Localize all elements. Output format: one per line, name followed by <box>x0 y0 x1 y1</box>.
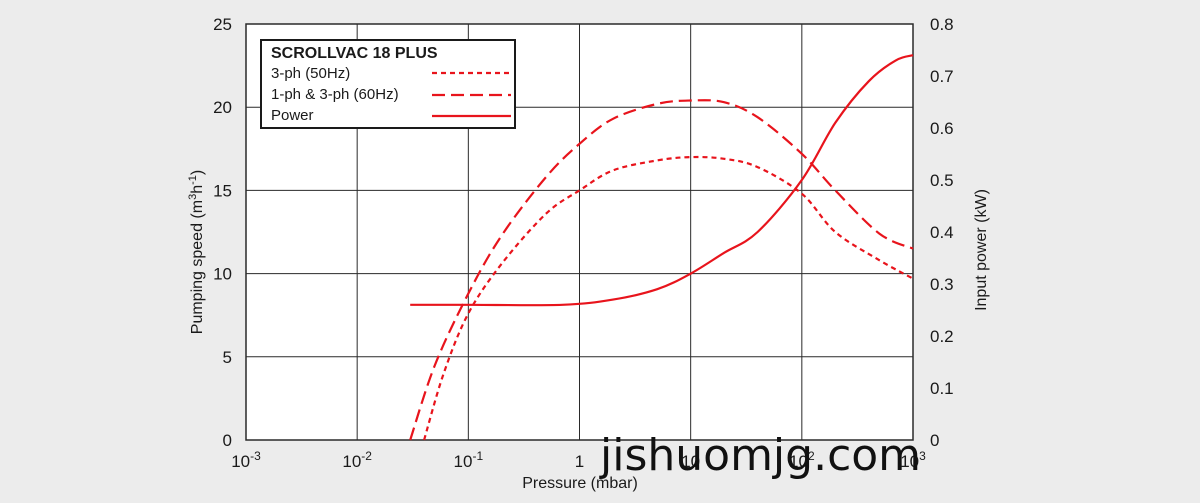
x-axis-label: Pressure (mbar) <box>522 475 638 492</box>
y-right-tick-label: 0.6 <box>930 119 954 138</box>
y-right-tick-label: 0.7 <box>930 67 954 86</box>
x-tick-label: 10-3 <box>231 449 261 471</box>
x-tick-label: 10-1 <box>454 449 484 471</box>
legend-title: SCROLLVAC 18 PLUS <box>271 45 438 62</box>
x-tick-label: 10-2 <box>342 449 372 471</box>
x-tick-base: 10 <box>681 452 700 471</box>
x-tick-label: 10 <box>681 452 700 471</box>
y-right-tick-label: 0 <box>930 431 939 450</box>
x-tick-exponent: -1 <box>472 449 483 463</box>
y-left-tick-label: 5 <box>223 348 232 367</box>
grid-lines <box>245 23 914 441</box>
y-left-label-text: Pumping speed (m <box>189 200 206 334</box>
y-left-tick-label: 20 <box>213 98 232 117</box>
series-line-60hz <box>409 99 914 441</box>
y-left-axis-label: Pumping speed (m3h-1) <box>187 170 206 334</box>
y-left-tick-label: 0 <box>223 431 232 450</box>
y-right-tick-label: 0.4 <box>930 223 954 242</box>
tick-labels: 10-3 10-2 10-1 1 10 102 103051015202500.10.20.… <box>213 15 954 471</box>
x-tick-base: 10 <box>900 452 919 471</box>
x-tick-exponent: -2 <box>361 449 372 463</box>
y-right-tick-label: 0.2 <box>930 327 954 346</box>
x-tick-label: 102 <box>789 449 815 471</box>
legend: SCROLLVAC 18 PLUS 3-ph (50Hz) 1-ph & 3-p… <box>260 39 516 129</box>
x-tick-base: 10 <box>454 452 473 471</box>
x-tick-base: 10 <box>231 452 250 471</box>
x-tick-exponent: 2 <box>808 449 815 463</box>
series-line-power <box>410 54 914 307</box>
y-right-axis-label: Input power (kW) <box>973 189 990 311</box>
watermark-text: jishuomjg.com <box>599 430 921 481</box>
legend-label-60hz: 1-ph & 3-ph (60Hz) <box>271 86 399 103</box>
series-lines <box>409 54 914 441</box>
x-tick-label: 1 <box>575 452 584 471</box>
x-tick-exponent: -3 <box>250 449 261 463</box>
y-left-tick-label: 15 <box>213 181 232 200</box>
y-right-tick-label: 0.8 <box>930 15 954 34</box>
x-tick-base: 10 <box>342 452 361 471</box>
y-left-label-text: h <box>189 185 206 194</box>
legend-box <box>260 39 516 129</box>
legend-label-power: Power <box>271 107 314 124</box>
y-right-tick-label: 0.5 <box>930 171 954 190</box>
y-left-label-text: ) <box>189 170 206 175</box>
y-left-tick-label: 25 <box>213 15 232 34</box>
x-tick-base: 1 <box>575 452 584 471</box>
y-left-tick-label: 10 <box>213 265 232 284</box>
y-left-label-superscript: -1 <box>187 175 199 185</box>
y-right-tick-label: 0.1 <box>930 379 954 398</box>
y-right-tick-label: 0.3 <box>930 275 954 294</box>
y-left-label-superscript: 3 <box>187 194 199 200</box>
x-tick-label: 103 <box>900 449 926 471</box>
legend-label-50hz: 3-ph (50Hz) <box>271 65 350 82</box>
x-tick-exponent: 3 <box>919 449 926 463</box>
x-tick-base: 10 <box>789 452 808 471</box>
